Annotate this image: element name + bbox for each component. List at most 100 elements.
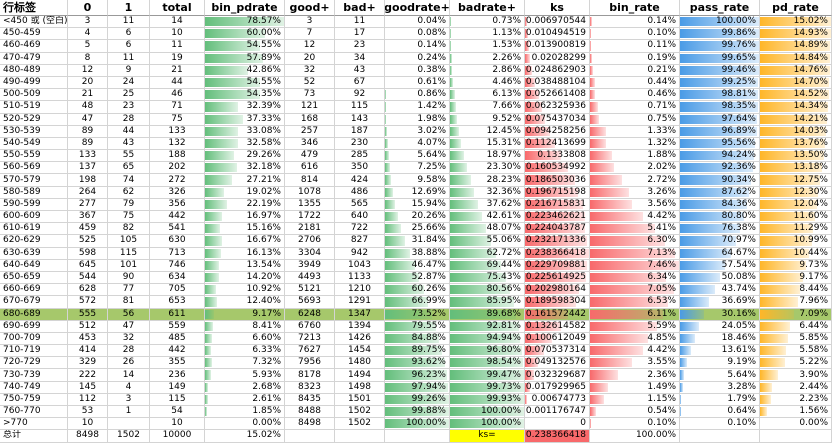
- cell-text: 0.225614925: [525, 272, 586, 283]
- data-bar: [450, 212, 482, 222]
- table-cell: 100.00%: [450, 418, 525, 431]
- table-cell: 0.24%: [385, 52, 450, 65]
- table-cell: 598: [68, 247, 108, 260]
- data-bar: [385, 309, 433, 319]
- data-bar: [525, 151, 561, 161]
- cell-text: 4.07%: [417, 137, 446, 148]
- cell-text: 236: [168, 369, 186, 380]
- cell-text: 92.36%: [721, 162, 756, 173]
- data-bar: [385, 175, 392, 185]
- data-bar: [590, 151, 613, 161]
- data-bar: [525, 382, 530, 392]
- table-cell: 0.73%: [450, 16, 525, 29]
- data-bar: [205, 297, 218, 307]
- table-cell: 71: [150, 101, 205, 114]
- table-cell: 559: [150, 320, 205, 333]
- cell-text: 2706: [298, 235, 321, 246]
- cell-text: 460-469: [3, 40, 41, 51]
- data-bar: [525, 126, 551, 136]
- table-cell: 145: [68, 381, 108, 394]
- cell-text: 25.66%: [411, 223, 446, 234]
- data-bar: [680, 41, 759, 51]
- table-cell: 230: [335, 137, 385, 151]
- cell-text: 14.70%: [793, 77, 828, 88]
- cell-text: 1454: [348, 345, 371, 356]
- cell-text: 4493: [298, 272, 321, 283]
- table-cell: 4.85%: [590, 332, 680, 346]
- cell-text: 459: [78, 223, 97, 234]
- cell-text: 2.68%: [252, 381, 281, 392]
- cell-text: 115: [350, 101, 369, 112]
- data-bar: [385, 333, 440, 344]
- table-cell: 600-609: [0, 211, 68, 224]
- cell-text: 75: [171, 113, 183, 124]
- table-cell: 0.132614582: [525, 320, 590, 333]
- table-cell: 620-629: [0, 235, 68, 248]
- data-bar: [450, 199, 478, 209]
- table-cell: 25.66%: [385, 223, 450, 236]
- table-cell: 264: [68, 186, 108, 199]
- data-bar: [680, 187, 750, 197]
- total-cell: 8498: [68, 430, 108, 443]
- cell-text: 0.238366418: [525, 247, 586, 258]
- data-bar: [385, 297, 428, 307]
- table-cell: 572: [68, 296, 108, 309]
- cell-text: 42.86%: [246, 64, 281, 75]
- table-cell: 97.64%: [680, 113, 760, 126]
- cell-text: 453: [78, 332, 97, 343]
- cell-text: 79: [122, 198, 135, 209]
- data-bar: [680, 163, 753, 173]
- table-cell: 356: [150, 198, 205, 211]
- header-cell: 0: [68, 0, 108, 16]
- table-cell: 3949: [285, 259, 335, 272]
- cell-text: 14.03%: [793, 125, 828, 136]
- cell-text: 99.76%: [721, 40, 756, 51]
- cell-text: 0.73%: [492, 16, 521, 27]
- table-cell: 14.21%: [760, 113, 832, 126]
- table-cell: 198: [68, 174, 108, 187]
- table-cell: 90.34%: [680, 174, 760, 187]
- data-bar: [680, 346, 691, 356]
- data-bar: [590, 285, 675, 295]
- table-cell: 653: [150, 296, 205, 309]
- cell-text: 2.23%: [799, 393, 828, 404]
- table-cell: 520-529: [0, 113, 68, 126]
- cell-text: 100.00%: [405, 418, 446, 429]
- cell-text: 15.94%: [411, 198, 446, 209]
- data-bar: [525, 236, 588, 246]
- cell-text: 10.44%: [793, 247, 828, 258]
- table-cell: 367: [68, 211, 108, 224]
- table-cell: 99.73%: [450, 381, 525, 394]
- cell-text: 0.10%: [647, 418, 676, 429]
- cell-text: 26: [122, 357, 135, 368]
- table-cell: 3: [285, 16, 335, 29]
- data-bar: [385, 212, 398, 222]
- cell-text: 99.47%: [486, 369, 521, 380]
- cell-text: 450-459: [3, 28, 41, 39]
- table-cell: 13.76%: [760, 137, 832, 151]
- table-cell: 0.100612049: [525, 332, 590, 346]
- table-cell: 555: [68, 308, 108, 321]
- cell-text: 100.00%: [715, 16, 756, 27]
- cell-text: 559: [168, 320, 186, 331]
- table-cell: 720-729: [0, 357, 68, 370]
- table-cell: 0.71%: [590, 101, 680, 114]
- cell-text: ks: [550, 1, 564, 14]
- table-cell: >770: [0, 418, 68, 431]
- cell-text: 13.18%: [793, 162, 828, 173]
- data-bar: [525, 17, 527, 27]
- table-cell: 0.202980164: [525, 284, 590, 297]
- table-cell: 442: [150, 345, 205, 358]
- table-cell: 29.26%: [205, 150, 285, 163]
- cell-text: 0.229709881: [525, 259, 586, 270]
- table-cell: 746: [150, 259, 205, 272]
- cell-text: 50.08%: [721, 272, 756, 283]
- cell-text: 257: [300, 125, 319, 136]
- table-cell: 55.06%: [450, 235, 525, 248]
- cell-text: 0: [580, 418, 586, 429]
- table-cell: 52.87%: [385, 271, 450, 285]
- table-cell: 570-579: [0, 174, 68, 187]
- cell-text: 48: [81, 101, 94, 112]
- table-cell: 1.33%: [590, 125, 680, 138]
- cell-text: pass_rate: [689, 1, 750, 14]
